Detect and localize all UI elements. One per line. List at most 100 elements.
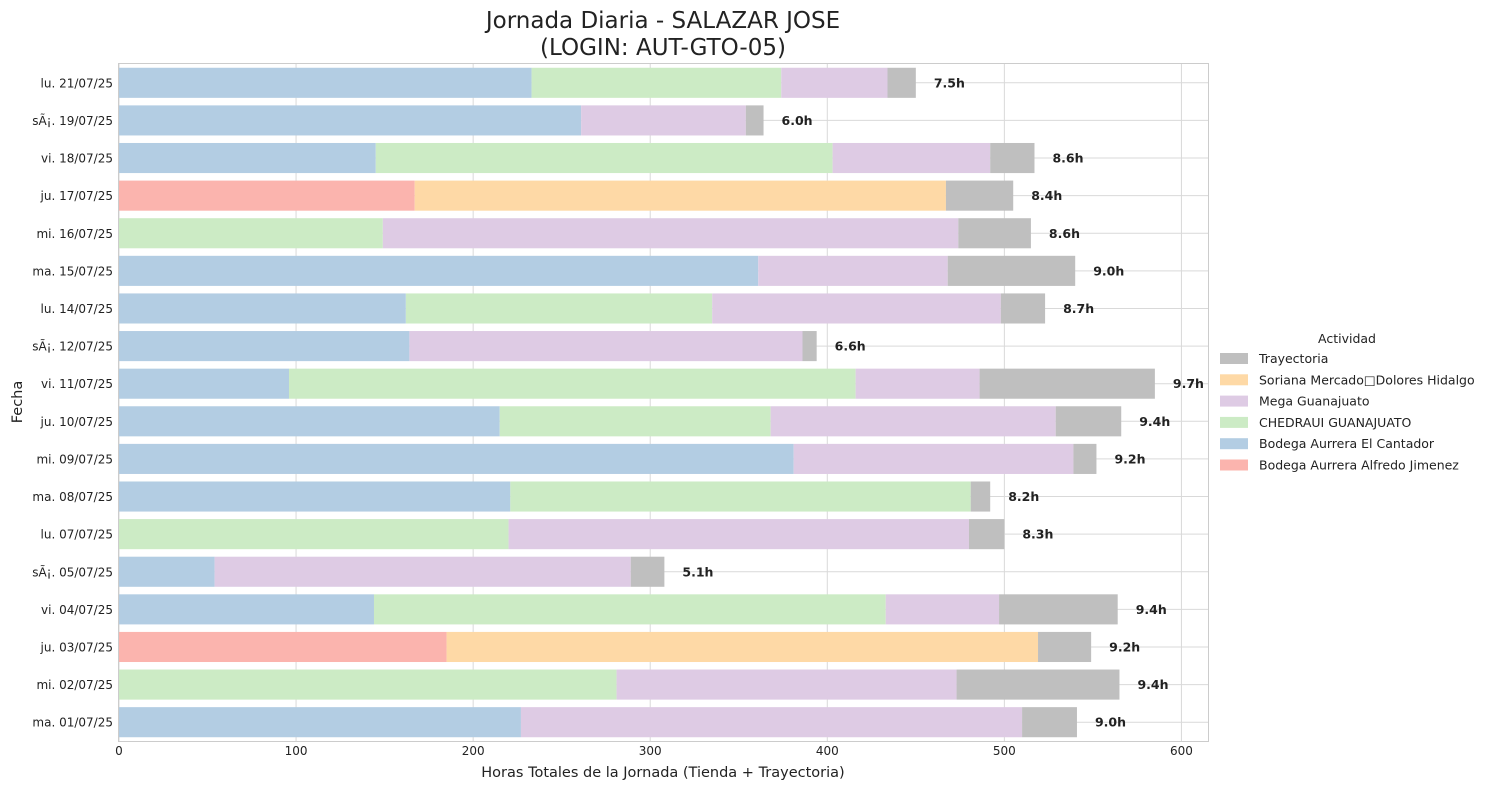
bar-segment — [958, 218, 1031, 249]
bar-segment — [999, 594, 1118, 625]
x-tick-label: 100 — [285, 744, 308, 758]
bar-segment — [616, 669, 957, 700]
bar-segment — [405, 293, 713, 324]
x-tick-label: 0 — [115, 744, 123, 758]
bar-segment — [855, 368, 980, 399]
bar-segment — [214, 556, 631, 587]
bar-segment — [968, 519, 1005, 550]
bar-segment — [499, 406, 771, 437]
legend-swatch — [1220, 416, 1248, 428]
bar-segment — [581, 105, 746, 136]
bar-segment — [119, 67, 532, 98]
bar-segment — [119, 707, 521, 738]
bar-total-label: 8.6h — [1052, 151, 1083, 166]
legend-swatch — [1220, 353, 1248, 364]
chart-subtitle: (LOGIN: AUT-GTO-05) — [540, 35, 786, 61]
bar-segment — [990, 142, 1035, 174]
x-axis-label: Horas Totales de la Jornada (Tienda + Tr… — [481, 765, 844, 781]
bar-total-label: 8.7h — [1063, 301, 1094, 316]
bar-total-label: 9.4h — [1137, 677, 1168, 692]
bar-total-label: 7.5h — [934, 75, 965, 90]
bar-segment — [520, 707, 1023, 738]
legend-label: Bodega Aurrera El Cantador — [1259, 436, 1435, 451]
plot-frame — [118, 63, 1209, 742]
x-tick-labels: 0 100 200 300 400 500 600 — [115, 744, 1193, 758]
bar-segment — [758, 255, 948, 286]
bar-segment — [770, 406, 1056, 437]
bar-segment — [1055, 406, 1122, 437]
bar-total-label: 6.6h — [835, 339, 866, 354]
bar-segment — [510, 481, 971, 512]
bar-total-label: 9.4h — [1136, 602, 1167, 617]
bar-total-label: 9.4h — [1139, 414, 1170, 429]
x-tick-label: 300 — [639, 744, 662, 758]
bar-total-label: 5.1h — [682, 564, 713, 579]
bar-segment — [373, 594, 886, 625]
legend-label: Bodega Aurrera Alfredo Jimenez — [1259, 458, 1459, 473]
y-tick-label: mi. 16/07/25 — [36, 227, 113, 241]
total-labels-group: 7.5h 6.0h 8.6h 8.4h 8.6h 9.0h 8.7h 6.6h 9.7h 9.4h… — [682, 75, 1204, 729]
y-axis-label: Fecha — [10, 381, 26, 424]
y-tick-label: sÃ¡. 05/07/25 — [32, 564, 113, 579]
y-tick-label: mi. 02/07/25 — [36, 678, 113, 692]
bar-segment — [119, 669, 617, 700]
legend-swatch — [1220, 459, 1248, 471]
bar-total-label: 9.2h — [1114, 451, 1145, 466]
bar-segment — [802, 331, 817, 362]
bar-total-label: 9.7h — [1173, 376, 1204, 391]
bar-segment — [745, 105, 764, 136]
legend-swatch — [1220, 438, 1248, 450]
bar-segment — [375, 142, 833, 174]
bar-segment — [119, 331, 410, 362]
bar-segment — [979, 368, 1155, 399]
legend-label: Trayectoria — [1258, 351, 1328, 366]
bar-segment — [630, 556, 665, 587]
bar-total-label: 8.6h — [1049, 226, 1080, 241]
bar-total-label: 9.0h — [1093, 263, 1124, 278]
y-tick-label: lu. 21/07/25 — [41, 76, 113, 90]
bar-segment — [119, 142, 376, 174]
bar-segment — [119, 218, 383, 249]
bar-segment — [288, 368, 856, 399]
y-tick-label: ma. 08/07/25 — [32, 490, 113, 504]
y-tick-label: ju. 17/07/25 — [40, 189, 113, 203]
legend-label: CHEDRAUI GUANAJUATO — [1259, 415, 1412, 430]
bars-group — [119, 67, 1155, 738]
bar-segment — [887, 67, 916, 98]
bar-segment — [508, 519, 969, 550]
y-tick-label: ju. 10/07/25 — [40, 415, 113, 429]
bar-segment — [119, 406, 500, 437]
bar-segment — [1000, 293, 1046, 324]
x-tick-label: 400 — [816, 744, 839, 758]
legend: Actividad Trayectoria Soriana Mercado□Dol… — [1220, 331, 1475, 473]
bar-segment — [119, 180, 415, 211]
legend-title: Actividad — [1318, 331, 1376, 346]
bar-segment — [119, 293, 406, 324]
chart-title: Jornada Diaria - SALAZAR JOSE — [484, 8, 840, 34]
legend-items: Trayectoria Soriana Mercado□Dolores Hidal… — [1220, 351, 1475, 473]
bar-segment — [945, 180, 1014, 211]
y-tick-label: mi. 09/07/25 — [36, 452, 113, 466]
bar-total-label: 8.3h — [1022, 527, 1053, 542]
bar-segment — [781, 67, 888, 98]
y-tick-label: vi. 04/07/25 — [41, 603, 113, 617]
bar-segment — [409, 331, 803, 362]
bar-segment — [1022, 707, 1077, 738]
bar-segment — [119, 255, 759, 286]
bar-total-label: 8.4h — [1031, 188, 1062, 203]
legend-swatch — [1220, 374, 1248, 386]
bar-total-label: 8.2h — [1008, 489, 1039, 504]
bar-total-label: 9.0h — [1095, 715, 1126, 730]
bar-segment — [382, 218, 959, 249]
y-tick-label: ju. 03/07/25 — [40, 640, 113, 654]
y-tick-label: lu. 07/07/25 — [41, 528, 113, 542]
x-tick-label: 600 — [1170, 744, 1193, 758]
bar-segment — [885, 594, 1000, 625]
y-tick-label: sÃ¡. 12/07/25 — [32, 339, 113, 354]
bar-segment — [712, 293, 1001, 324]
legend-label: Mega Guanajuato — [1259, 394, 1370, 409]
bar-segment — [970, 481, 991, 512]
bar-segment — [119, 594, 374, 625]
bar-segment — [832, 142, 991, 174]
